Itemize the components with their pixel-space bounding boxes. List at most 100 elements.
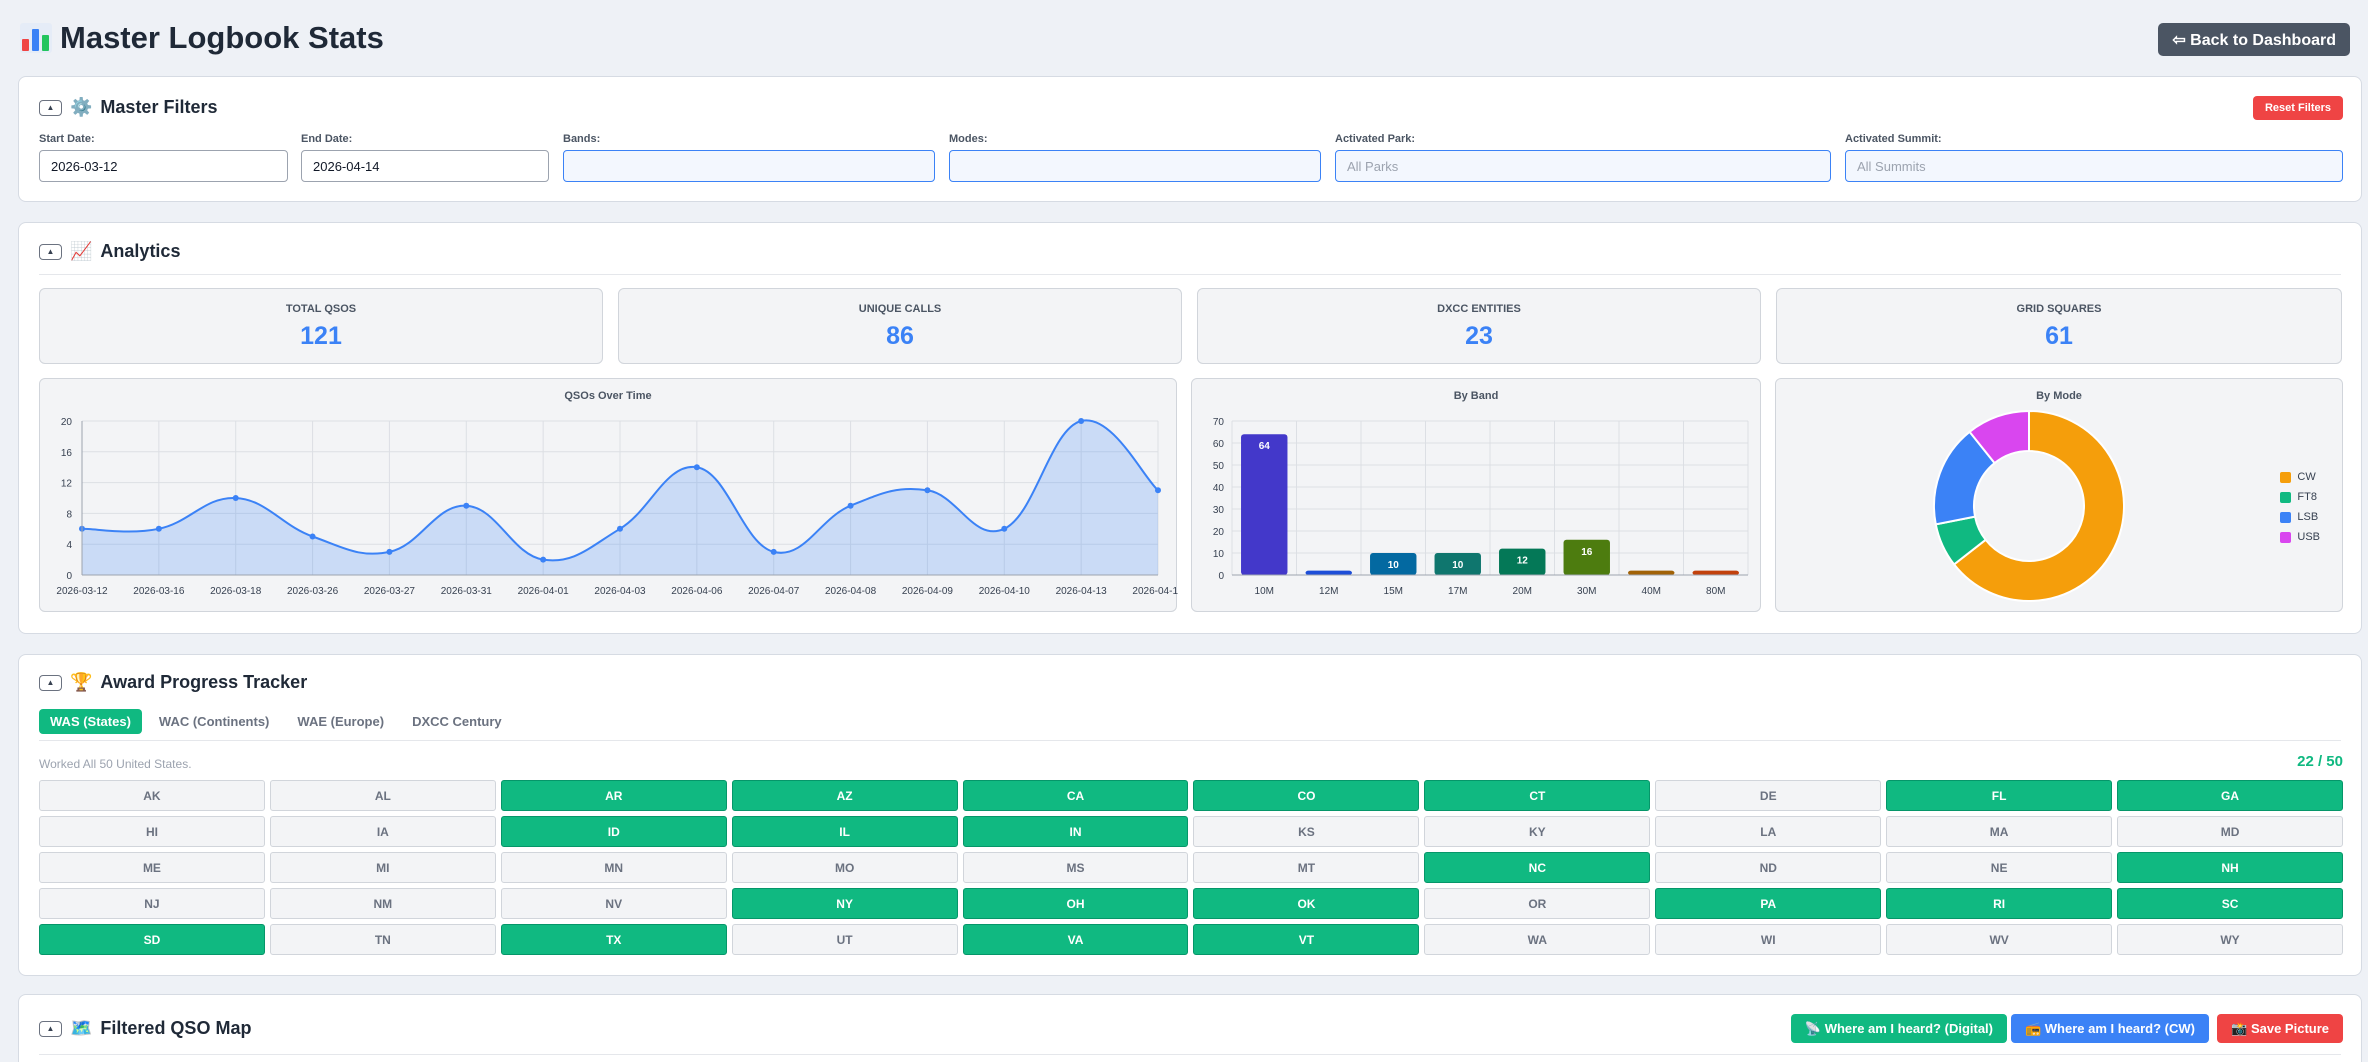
collapse-toggle-map[interactable]: ▲ <box>39 1020 62 1037</box>
data-point <box>155 525 162 532</box>
legend-item[interactable]: FT8 <box>2280 487 2320 507</box>
awards-title: Award Progress Tracker <box>100 672 308 692</box>
state-cell-nh: NH <box>2117 852 2343 883</box>
start-date-filter: Start Date: 2026-03-12 <box>39 133 288 182</box>
state-cell-ny: NY <box>731 888 958 919</box>
collapse-toggle-awards[interactable]: ▲ <box>39 674 62 691</box>
legend-item[interactable]: LSB <box>2280 507 2320 527</box>
award-count: 22 / 50 <box>2297 753 2343 770</box>
tab-wae[interactable]: WAE (Europe) <box>297 714 385 729</box>
state-cell-nv: NV <box>500 888 727 919</box>
y-tick-label: 4 <box>66 540 72 551</box>
state-cell-ut: UT <box>731 924 958 955</box>
x-tick-label: 2026-04-13 <box>1056 586 1108 597</box>
summit-filter: Activated Summit: All Summits <box>1845 133 2343 182</box>
end-date-input[interactable]: 2026-04-14 <box>301 150 549 182</box>
legend-label: CW <box>2297 471 2316 483</box>
park-select[interactable]: All Parks <box>1335 150 1831 182</box>
state-grid: AK AL AR AZ CA CO CT DE FL GA HI IA ID IL IN KS KY LA MA MD… <box>39 780 2343 955</box>
map-title: Filtered QSO Map <box>100 1018 252 1038</box>
state-cell-vt: VT <box>1193 924 1420 955</box>
stat-value: 86 <box>886 322 914 350</box>
state-cell-id: ID <box>500 816 727 847</box>
donut-slice <box>1968 409 2030 465</box>
state-cell-tx: TX <box>500 924 727 955</box>
x-tick-label: 20M <box>1513 586 1532 597</box>
y-tick-label: 70 <box>1213 417 1225 428</box>
start-date-input[interactable]: 2026-03-12 <box>39 150 288 182</box>
tab-wac[interactable]: WAC (Continents) <box>158 714 270 729</box>
tab-dxcc[interactable]: DXCC Century <box>412 714 502 729</box>
data-point <box>232 495 239 501</box>
state-cell-va: VA <box>962 924 1189 955</box>
data-point <box>1155 487 1161 494</box>
state-cell-ri: RI <box>1886 888 2113 919</box>
state-cell-nc: NC <box>1424 852 1651 883</box>
awards-card: ▲ 🏆 Award Progress Tracker WAS (States) … <box>18 654 2362 976</box>
bar <box>1563 539 1610 575</box>
where-heard-digital-button[interactable]: 📡 Where am I heard? (Digital) <box>1790 1014 2007 1043</box>
state-cell-ma: MA <box>1886 816 2113 847</box>
bar <box>1241 434 1288 575</box>
data-point <box>463 502 470 509</box>
y-tick-label: 0 <box>1218 571 1224 582</box>
bar-chart-svg: 0 10 20 30 40 50 60 70 64 10M 12M 10 15M 10 17M 12 20M 16… <box>1213 417 1749 597</box>
x-tick-label: 2026-03-12 <box>56 586 108 597</box>
y-tick-label: 40 <box>1213 483 1225 494</box>
modes-label: Modes: <box>949 133 988 145</box>
awards-divider <box>39 740 2341 741</box>
back-to-dashboard-button[interactable]: ⇦ Back to Dashboard <box>2158 23 2350 56</box>
x-tick-label: 30M <box>1577 586 1596 597</box>
bands-select[interactable] <box>563 150 935 182</box>
data-point <box>540 556 547 563</box>
summit-select[interactable]: All Summits <box>1845 150 2343 182</box>
page-title-text: Master Logbook Stats <box>60 20 384 55</box>
state-cell-fl: FL <box>1886 780 2113 811</box>
page-title: Master Logbook Stats <box>20 20 2350 56</box>
stat-value: 23 <box>1465 322 1493 350</box>
collapse-toggle-filters[interactable]: ▲ <box>39 99 62 116</box>
tab-was[interactable]: WAS (States) <box>39 709 142 734</box>
y-tick-label: 30 <box>1213 505 1225 516</box>
x-tick-label: 2026-03-18 <box>210 586 262 597</box>
state-cell-ct: CT <box>1424 780 1651 811</box>
stat-value: 61 <box>2045 322 2073 350</box>
award-tabs: WAS (States) WAC (Continents) WAE (Europ… <box>39 709 513 734</box>
legend-item[interactable]: USB <box>2280 527 2320 547</box>
reset-filters-button[interactable]: Reset Filters <box>2252 96 2343 120</box>
x-tick-label: 2026-03-26 <box>287 586 339 597</box>
legend-label: FT8 <box>2297 491 2317 503</box>
legend-swatch <box>2280 491 2292 503</box>
state-cell-md: MD <box>2117 816 2343 847</box>
filters-title: Master Filters <box>100 97 218 117</box>
modes-select[interactable] <box>949 150 1321 182</box>
x-tick-label: 15M <box>1384 586 1403 597</box>
data-point <box>847 502 854 509</box>
legend-item[interactable]: CW <box>2280 467 2320 487</box>
x-tick-label: 2026-04-06 <box>671 586 723 597</box>
stat-label: GRID SQUARES <box>2016 303 2102 315</box>
legend-label: USB <box>2297 531 2320 543</box>
where-heard-cw-button[interactable]: 📻 Where am I heard? (CW) <box>2010 1014 2209 1043</box>
x-tick-label: 2026-04-14 <box>1132 586 1178 597</box>
data-point <box>309 533 316 540</box>
area-fill <box>82 420 1158 575</box>
x-tick-label: 2026-04-03 <box>594 586 646 597</box>
trophy-icon: 🏆 <box>70 672 93 692</box>
state-cell-nm: NM <box>269 888 496 919</box>
start-date-label: Start Date: <box>39 133 95 145</box>
park-label: Activated Park: <box>1335 133 1416 145</box>
end-date-filter: End Date: 2026-04-14 <box>301 133 549 182</box>
legend-swatch <box>2280 471 2292 483</box>
y-tick-label: 12 <box>61 479 73 490</box>
legend-swatch <box>2280 511 2292 523</box>
state-cell-sc: SC <box>2117 888 2343 919</box>
end-date-label: End Date: <box>301 133 353 145</box>
x-tick-label: 2026-04-07 <box>748 586 800 597</box>
state-cell-mo: MO <box>731 852 958 883</box>
save-picture-button[interactable]: 📸 Save Picture <box>2217 1014 2343 1043</box>
bar <box>1628 570 1675 575</box>
collapse-toggle-analytics[interactable]: ▲ <box>39 243 62 260</box>
analytics-title: Analytics <box>100 241 181 261</box>
filters-card: ▲ ⚙️ Master Filters Reset Filters Start … <box>18 76 2362 202</box>
